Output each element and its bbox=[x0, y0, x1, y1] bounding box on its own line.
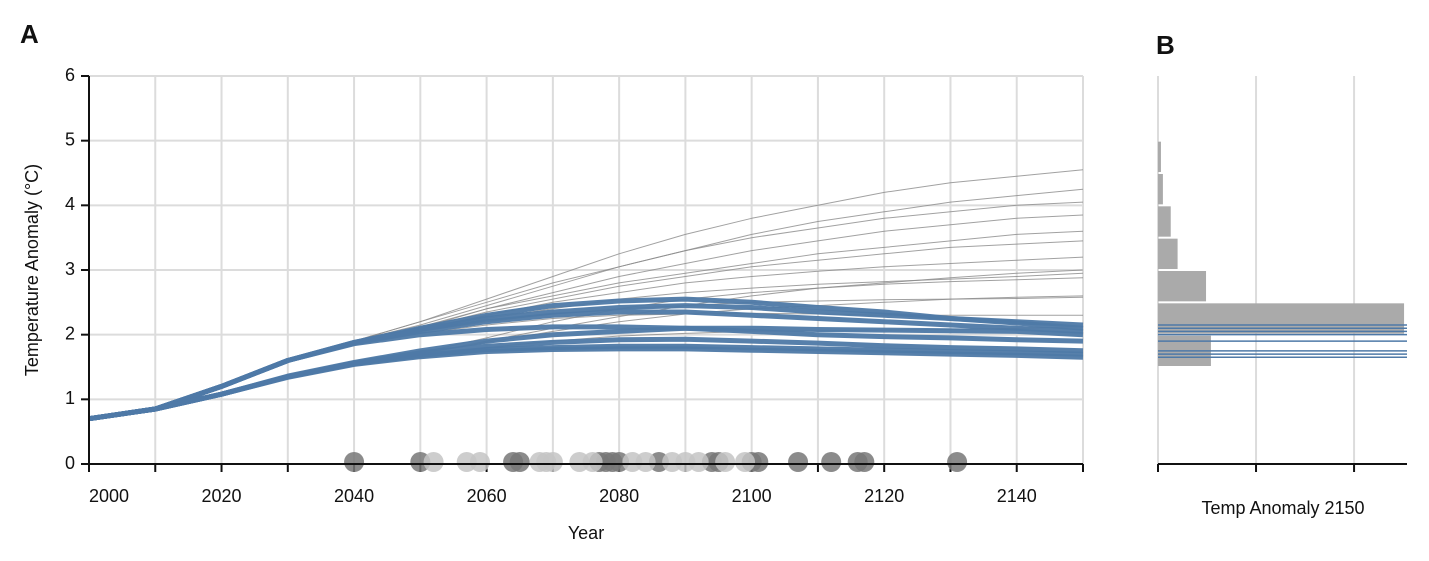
highlight-line bbox=[88, 336, 1084, 422]
x-tick-label: 2140 bbox=[997, 486, 1037, 506]
y-axis-label: Temperature Anomaly (°C) bbox=[22, 164, 42, 376]
panel-label: A bbox=[20, 19, 39, 49]
x-tick-label: 2000 bbox=[89, 486, 129, 506]
histogram-bar bbox=[1158, 238, 1178, 269]
event-dot bbox=[423, 452, 444, 472]
highlight-line bbox=[88, 324, 1084, 422]
panel-label: B bbox=[1156, 30, 1175, 60]
event-dot bbox=[509, 452, 530, 472]
histogram-bar bbox=[1158, 303, 1405, 334]
event-dot bbox=[854, 452, 875, 472]
histogram-bar bbox=[1158, 174, 1163, 205]
histogram-bar bbox=[1158, 141, 1161, 172]
event-dot bbox=[788, 452, 809, 472]
x-tick-label: 2100 bbox=[732, 486, 772, 506]
y-tick-label: 4 bbox=[65, 194, 75, 214]
x-axis-label: Temp Anomaly 2150 bbox=[1201, 498, 1364, 518]
x-tick-label: 2120 bbox=[864, 486, 904, 506]
x-tick-label: 2040 bbox=[334, 486, 374, 506]
event-dot bbox=[821, 452, 842, 472]
event-dot bbox=[469, 452, 490, 472]
x-axis-label: Year bbox=[568, 523, 604, 543]
highlight-line bbox=[88, 346, 1084, 422]
x-tick-label: 2020 bbox=[202, 486, 242, 506]
event-dot bbox=[635, 452, 656, 472]
histogram-bar bbox=[1158, 271, 1207, 302]
histogram-bar bbox=[1158, 206, 1171, 237]
y-tick-label: 1 bbox=[65, 388, 75, 408]
event-dot bbox=[715, 452, 736, 472]
x-tick-label: 2080 bbox=[599, 486, 639, 506]
event-dot bbox=[688, 452, 709, 472]
event-dot bbox=[947, 452, 968, 472]
y-tick-label: 0 bbox=[65, 453, 75, 473]
event-dot bbox=[344, 452, 365, 472]
event-dot bbox=[582, 452, 603, 472]
event-dot bbox=[542, 452, 563, 472]
x-tick-label: 2060 bbox=[467, 486, 507, 506]
y-tick-label: 5 bbox=[65, 129, 75, 149]
event-dot bbox=[735, 452, 756, 472]
y-tick-label: 3 bbox=[65, 259, 75, 279]
y-tick-label: 6 bbox=[65, 65, 75, 85]
y-tick-label: 2 bbox=[65, 323, 75, 343]
